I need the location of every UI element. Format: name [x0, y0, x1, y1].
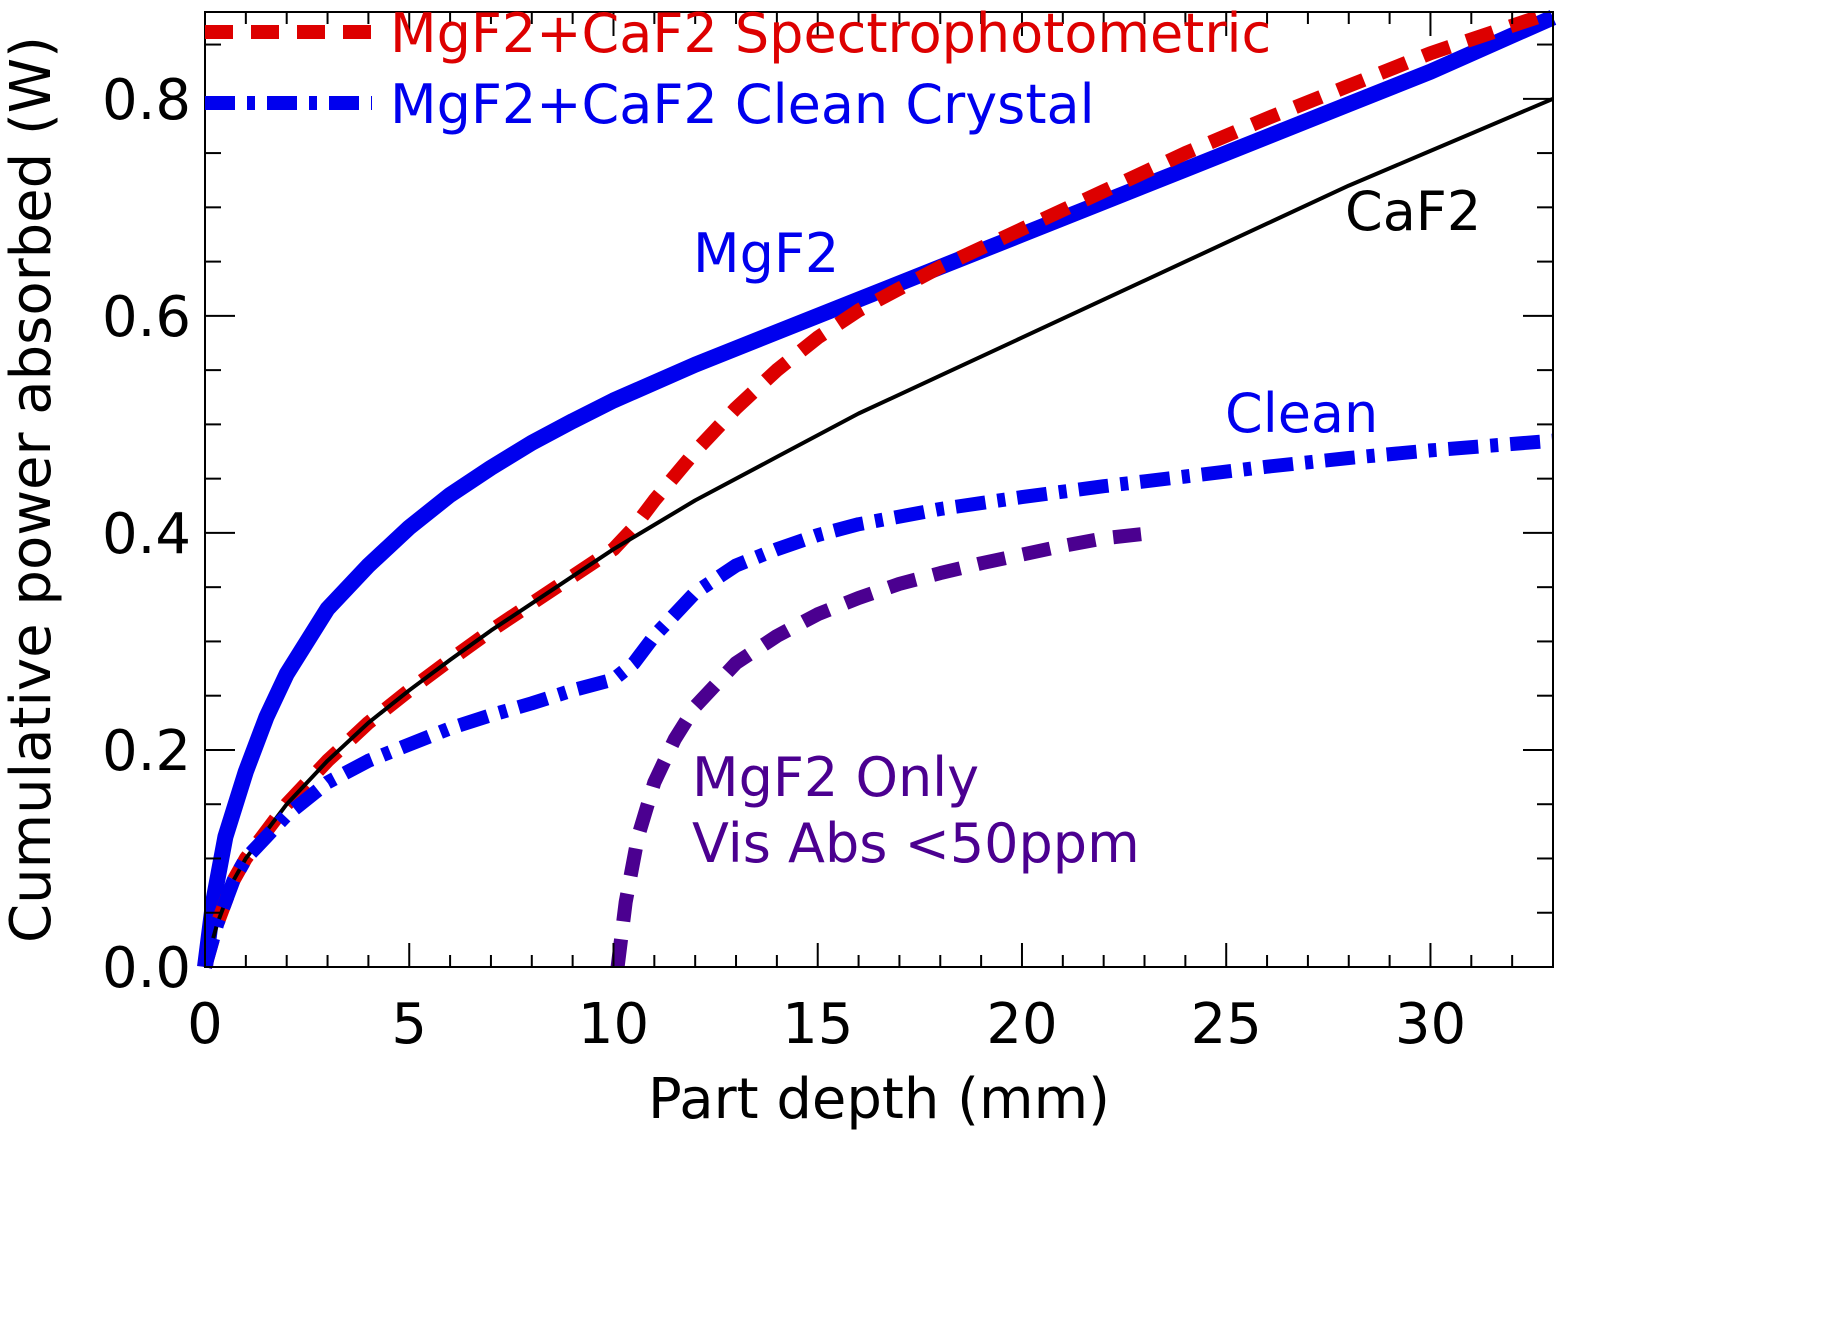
legend-label-clean-crystal: MgF2+CaF2 Clean Crystal — [390, 73, 1095, 136]
series-mgf2-only — [610, 525, 1154, 968]
x-tick-label: 15 — [782, 992, 853, 1057]
legend: MgF2+CaF2 Spectrophotometric MgF2+CaF2 C… — [205, 2, 1271, 136]
x-tick-label: 0 — [187, 992, 223, 1057]
series-layer — [197, 5, 1557, 969]
annotation-mgf2-only: MgF2 Only — [692, 746, 979, 809]
series-spectrophotometric — [198, 5, 1556, 969]
y-tick-label: 0.6 — [102, 285, 191, 350]
annotation-mgf2: MgF2 — [693, 222, 839, 285]
y-tick-label: 0.8 — [102, 68, 191, 133]
y-tick-label: 0.2 — [102, 719, 191, 784]
plot-frame — [204, 11, 1554, 968]
x-axis-title: Part depth (mm) — [648, 1067, 1110, 1132]
ticks-layer: 0 5 10 15 20 25 30 0.0 0.2 0.4 0.6 0.8 — [102, 12, 1553, 1057]
y-axis-title: Cumulative power absorbed (W) — [0, 36, 64, 943]
x-tick-label: 25 — [1191, 992, 1262, 1057]
annotation-vis-abs: Vis Abs <50ppm — [692, 812, 1140, 875]
x-tick-label: 5 — [391, 992, 427, 1057]
x-tick-label: 30 — [1395, 992, 1466, 1057]
annotation-clean: Clean — [1225, 382, 1378, 445]
series-clean-crystal — [198, 433, 1554, 969]
series-mgf2 — [197, 10, 1557, 968]
x-tick-label: 10 — [578, 992, 649, 1057]
legend-label-spectrophotometric: MgF2+CaF2 Spectrophotometric — [390, 2, 1271, 65]
annotation-caf2: CaF2 — [1345, 180, 1481, 243]
y-tick-label: 0.4 — [102, 502, 191, 567]
x-tick-label: 20 — [986, 992, 1057, 1057]
y-tick-label: 0.0 — [102, 936, 191, 1001]
